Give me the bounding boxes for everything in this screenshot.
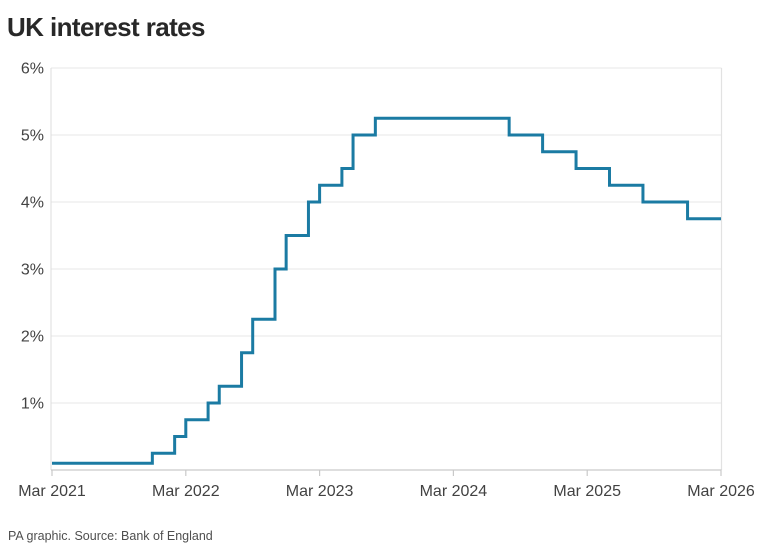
y-tick-label: 4% <box>21 195 44 212</box>
y-tick-label: 3% <box>21 262 44 279</box>
y-tick-label: 6% <box>21 61 44 78</box>
source-caption: PA graphic. Source: Bank of England <box>8 529 213 543</box>
x-tick-label: Mar 2024 <box>420 483 488 500</box>
x-tick-label: Mar 2021 <box>18 483 86 500</box>
interest-rate-step-line <box>52 116 721 465</box>
x-tick-label: Mar 2025 <box>553 483 621 500</box>
y-tick-label: 1% <box>21 396 44 413</box>
x-tick-label: Mar 2023 <box>286 483 354 500</box>
x-tick-label: Mar 2022 <box>152 483 220 500</box>
x-tick-label: Mar 2026 <box>687 483 755 500</box>
y-tick-label: 2% <box>21 329 44 346</box>
y-tick-label: 5% <box>21 128 44 145</box>
chart-title: UK interest rates <box>7 12 205 42</box>
